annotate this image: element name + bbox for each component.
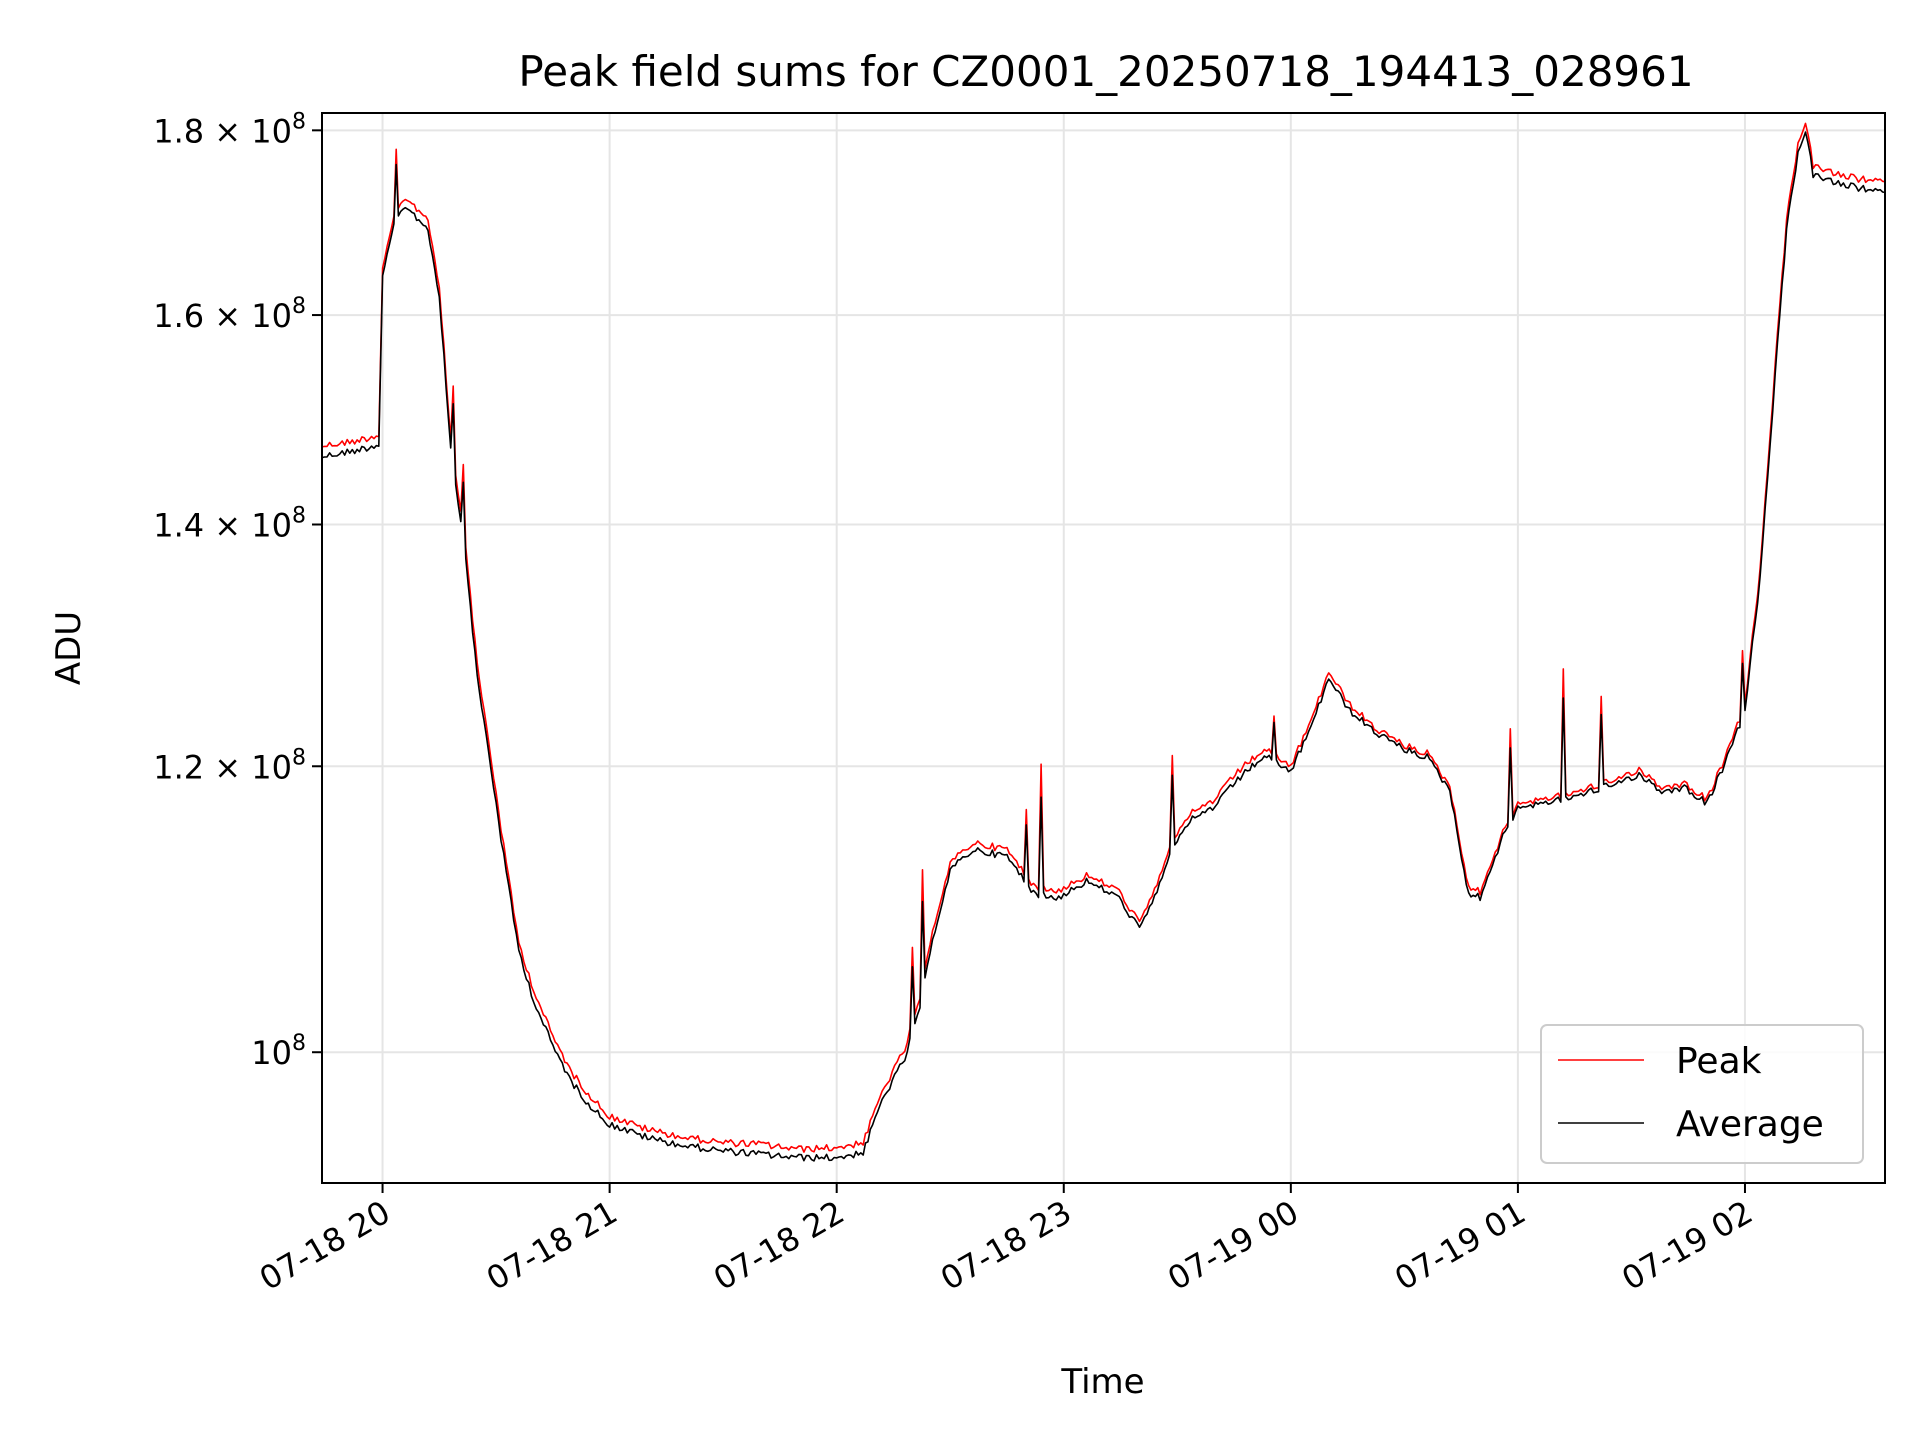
y-tick-exponent: 8 <box>292 109 306 134</box>
y-tick-exponent: 8 <box>292 503 306 528</box>
y-tick-mantissa: 1.6 × 10 <box>153 297 292 335</box>
grid-layer <box>322 113 1885 1183</box>
y-tick-label: 1.8 × 108 <box>153 109 306 150</box>
plot-frame <box>321 112 1886 1184</box>
series-layer <box>321 122 1886 1162</box>
series-line-peak <box>321 122 1886 1153</box>
y-tick-label: 1.2 × 108 <box>153 745 306 786</box>
plot-area <box>322 113 1885 1183</box>
legend-label-average: Average <box>1676 1104 1824 1145</box>
y-tick-mantissa: 1.8 × 10 <box>153 112 292 150</box>
y-tick-mantissa: 10 <box>251 1034 292 1072</box>
legend: Peak Average <box>1540 1024 1864 1164</box>
x-axis-label: Time <box>1060 1362 1144 1402</box>
y-tick-exponent: 8 <box>292 294 306 319</box>
y-tick-label: 108 <box>251 1031 306 1072</box>
y-tick-exponent: 8 <box>292 1031 306 1056</box>
y-tick-label: 1.4 × 108 <box>153 503 306 544</box>
y-tick-label: 1.6 × 108 <box>153 294 306 335</box>
chart-title: Peak field sums for CZ0001_20250718_1944… <box>518 47 1693 96</box>
y-tick-exponent: 8 <box>292 745 306 770</box>
y-tick-mantissa: 1.4 × 10 <box>153 506 292 544</box>
series-line-average <box>321 131 1886 1162</box>
y-axis-label: ADU <box>49 611 89 685</box>
legend-label-peak: Peak <box>1676 1041 1762 1082</box>
y-tick-mantissa: 1.2 × 10 <box>153 748 292 786</box>
